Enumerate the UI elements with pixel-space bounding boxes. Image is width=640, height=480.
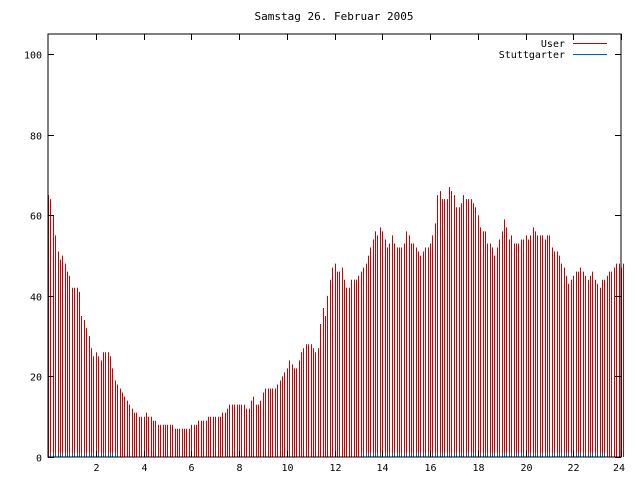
- x-tick-label: 6: [188, 463, 194, 474]
- x-axis: 2 4 6 8 10 12 14 16 18 20 22 24: [93, 34, 625, 474]
- legend-label-user: User: [541, 39, 565, 50]
- chart-title: Samstag 26. Februar 2005: [255, 10, 414, 23]
- stuttgarter-series: [48, 452, 605, 457]
- y-tick-label: 60: [30, 212, 42, 223]
- x-tick-label: 18: [472, 463, 484, 474]
- x-tick-label: 22: [567, 463, 579, 474]
- y-tick-label: 100: [24, 51, 42, 62]
- x-tick-label: 16: [424, 463, 436, 474]
- y-tick-label: 0: [36, 454, 42, 465]
- x-tick-label: 14: [376, 463, 388, 474]
- legend: User Stuttgarter: [499, 39, 607, 61]
- x-tick-label: 2: [93, 463, 99, 474]
- x-tick-label: 4: [141, 463, 147, 474]
- y-tick-label: 20: [30, 373, 42, 384]
- y-axis: 0 20 40 60 80 100: [24, 51, 621, 465]
- legend-label-stuttgarter: Stuttgarter: [499, 50, 565, 61]
- x-tick-label: 10: [281, 463, 293, 474]
- plot-frame: [47, 33, 622, 458]
- y-tick-label: 40: [30, 293, 42, 304]
- y-tick-label: 80: [30, 132, 42, 143]
- x-tick-label: 20: [520, 463, 532, 474]
- user-series: [48, 187, 624, 457]
- x-tick-label: 12: [329, 463, 341, 474]
- x-tick-label: 24: [613, 463, 625, 474]
- x-tick-label: 8: [236, 463, 242, 474]
